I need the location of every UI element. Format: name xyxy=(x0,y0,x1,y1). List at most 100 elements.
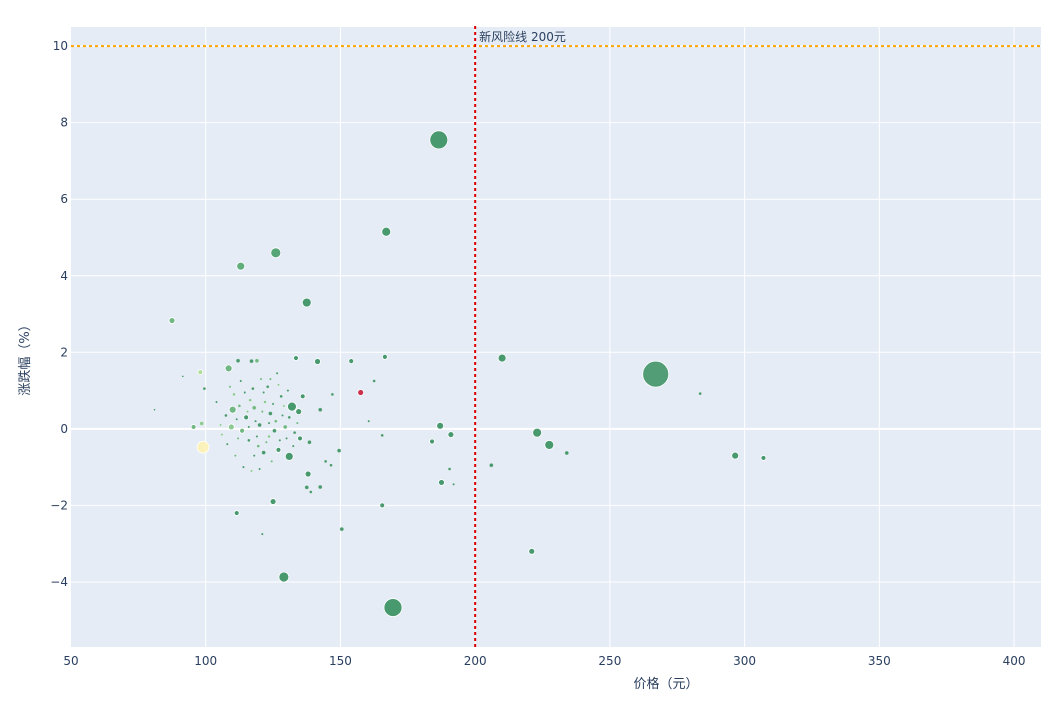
data-point xyxy=(436,421,445,430)
data-point xyxy=(236,261,246,271)
y-axis-tick-labels: −4 −2 0 2 4 6 8 10 xyxy=(50,39,68,589)
x-tick-label: 50 xyxy=(63,654,78,668)
data-point xyxy=(259,377,263,381)
data-point xyxy=(237,404,242,408)
data-point xyxy=(235,417,239,421)
data-point xyxy=(261,450,266,455)
data-point xyxy=(270,247,282,259)
data-point xyxy=(232,392,236,397)
data-point xyxy=(283,424,288,430)
data-point xyxy=(287,415,291,420)
data-point xyxy=(275,447,282,453)
data-point xyxy=(243,391,247,394)
data-point xyxy=(224,413,228,418)
data-point xyxy=(272,428,277,433)
y-tick-label: −2 xyxy=(50,498,68,512)
data-point xyxy=(260,410,264,413)
data-point xyxy=(367,419,371,423)
x-tick-label: 250 xyxy=(598,654,621,668)
data-point xyxy=(197,369,204,376)
x-tick-label: 400 xyxy=(1003,654,1026,668)
data-point xyxy=(429,438,435,445)
data-point xyxy=(285,437,288,440)
data-point xyxy=(304,485,309,490)
data-point xyxy=(224,364,233,373)
y-tick-label: 0 xyxy=(60,422,68,436)
data-point xyxy=(274,419,278,423)
data-point xyxy=(239,379,243,383)
data-point xyxy=(339,526,344,532)
x-tick-label: 300 xyxy=(733,654,756,668)
data-point xyxy=(380,433,384,438)
data-point xyxy=(323,459,328,464)
data-point xyxy=(452,482,455,486)
data-point xyxy=(383,598,403,617)
data-point xyxy=(248,398,252,402)
data-point xyxy=(257,422,262,428)
data-point xyxy=(199,421,204,426)
data-point xyxy=(731,451,740,460)
data-point xyxy=(269,498,277,505)
data-point xyxy=(242,465,245,469)
data-point xyxy=(292,431,297,435)
data-point xyxy=(357,389,365,396)
y-tick-label: 2 xyxy=(60,345,68,359)
data-point xyxy=(299,393,306,400)
data-point xyxy=(268,411,273,416)
data-point xyxy=(267,434,271,439)
x-tick-label: 150 xyxy=(329,654,352,668)
data-point xyxy=(263,400,267,404)
data-point xyxy=(318,484,323,490)
y-axis-title: 涨跌幅（%） xyxy=(17,318,33,395)
data-point xyxy=(236,437,240,440)
data-point xyxy=(314,358,321,365)
data-point xyxy=(219,423,222,427)
data-point xyxy=(698,391,702,396)
y-tick-label: 4 xyxy=(60,269,68,283)
data-point xyxy=(255,435,259,438)
data-point xyxy=(286,389,290,392)
data-point xyxy=(267,421,271,425)
data-point xyxy=(243,414,250,421)
data-point xyxy=(246,410,249,413)
data-point xyxy=(202,387,207,391)
data-point xyxy=(447,467,452,471)
data-point xyxy=(252,454,256,457)
data-point xyxy=(282,404,286,408)
data-point xyxy=(227,423,235,431)
data-point xyxy=(190,424,197,430)
data-point xyxy=(489,463,494,468)
data-point xyxy=(252,405,257,410)
data-point xyxy=(329,463,333,467)
y-tick-label: 8 xyxy=(60,116,68,130)
data-point xyxy=(336,448,342,453)
x-axis-tick-labels: 50 100 150 200 250 300 350 400 xyxy=(63,654,1025,668)
data-point xyxy=(271,402,275,406)
data-point xyxy=(295,421,299,425)
data-point xyxy=(532,427,543,438)
data-point xyxy=(181,375,184,378)
data-point xyxy=(564,450,569,456)
data-point xyxy=(291,444,295,448)
data-point xyxy=(225,442,229,446)
x-tick-label: 100 xyxy=(194,654,217,668)
x-tick-label: 350 xyxy=(868,654,891,668)
x-axis-title: 价格（元） xyxy=(633,676,698,692)
data-point xyxy=(168,317,176,324)
data-point xyxy=(254,419,257,423)
data-point xyxy=(269,377,272,381)
data-point xyxy=(295,408,303,416)
data-point xyxy=(247,425,251,429)
data-point xyxy=(301,297,312,308)
data-point xyxy=(642,360,670,388)
data-point xyxy=(275,372,279,375)
data-point xyxy=(215,400,218,404)
data-point xyxy=(251,387,255,391)
data-point xyxy=(293,355,299,361)
data-point xyxy=(254,358,260,363)
x-tick-label: 200 xyxy=(464,654,487,668)
data-point xyxy=(297,435,303,442)
data-point xyxy=(228,405,237,414)
data-point xyxy=(234,454,237,457)
